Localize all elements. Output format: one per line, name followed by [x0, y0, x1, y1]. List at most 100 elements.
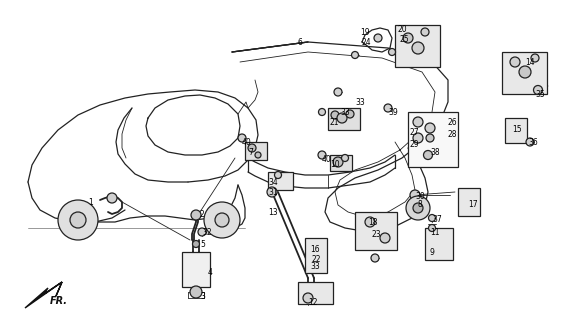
Circle shape — [365, 217, 375, 227]
Circle shape — [389, 49, 396, 55]
Circle shape — [107, 193, 117, 203]
Bar — [355, 212, 397, 250]
Text: 2: 2 — [200, 210, 205, 219]
Text: 25: 25 — [400, 35, 409, 44]
Bar — [505, 118, 527, 143]
Circle shape — [406, 196, 430, 220]
Circle shape — [403, 33, 413, 43]
Text: 7: 7 — [248, 148, 253, 157]
Circle shape — [198, 228, 206, 236]
Circle shape — [426, 134, 434, 142]
Text: 8: 8 — [418, 200, 423, 209]
Circle shape — [413, 133, 423, 143]
Circle shape — [267, 187, 277, 197]
Text: 21: 21 — [330, 118, 339, 127]
Text: 10: 10 — [330, 160, 340, 169]
Text: 20: 20 — [398, 25, 408, 34]
Text: 36: 36 — [528, 138, 538, 147]
Circle shape — [191, 210, 201, 220]
Circle shape — [425, 123, 435, 133]
Bar — [425, 228, 453, 260]
Bar — [330, 155, 352, 171]
Bar — [305, 238, 327, 273]
Circle shape — [380, 233, 390, 243]
Circle shape — [510, 57, 520, 67]
Text: 5: 5 — [200, 240, 205, 249]
Circle shape — [318, 151, 326, 159]
Text: 37: 37 — [432, 215, 442, 224]
Text: 19: 19 — [360, 28, 370, 37]
Circle shape — [204, 202, 240, 238]
Text: 16: 16 — [310, 245, 320, 254]
Circle shape — [410, 190, 420, 200]
Circle shape — [351, 52, 358, 59]
Text: 13: 13 — [268, 208, 278, 217]
Circle shape — [413, 203, 423, 213]
Text: 33: 33 — [340, 108, 350, 117]
Text: 26: 26 — [448, 118, 458, 127]
Circle shape — [371, 254, 379, 262]
Circle shape — [412, 42, 424, 54]
Text: 14: 14 — [525, 58, 535, 67]
Circle shape — [238, 134, 246, 142]
Text: 34: 34 — [268, 178, 278, 187]
Text: 31: 31 — [268, 188, 278, 197]
Text: 33: 33 — [310, 262, 320, 271]
Circle shape — [384, 104, 392, 112]
Circle shape — [193, 241, 200, 247]
Circle shape — [255, 152, 261, 158]
Text: 28: 28 — [448, 130, 458, 139]
Bar — [395, 25, 440, 67]
Circle shape — [531, 54, 539, 62]
Text: 23: 23 — [372, 230, 382, 239]
Text: 22: 22 — [312, 255, 321, 264]
Circle shape — [519, 66, 531, 78]
Text: 12: 12 — [308, 298, 317, 307]
Circle shape — [319, 108, 325, 116]
Text: 4: 4 — [208, 268, 213, 277]
Text: 24: 24 — [362, 38, 371, 47]
Text: FR.: FR. — [50, 296, 68, 306]
Circle shape — [331, 111, 339, 119]
Text: 40: 40 — [242, 138, 252, 147]
Circle shape — [337, 113, 347, 123]
Circle shape — [374, 34, 382, 42]
Bar — [298, 282, 333, 304]
Circle shape — [215, 213, 229, 227]
Text: 35: 35 — [535, 90, 545, 99]
Circle shape — [421, 28, 429, 36]
Circle shape — [334, 88, 342, 96]
Circle shape — [190, 286, 202, 298]
Circle shape — [342, 155, 348, 162]
Circle shape — [428, 225, 435, 231]
Text: 3: 3 — [200, 292, 205, 301]
Circle shape — [428, 214, 435, 221]
Bar — [268, 172, 293, 190]
Circle shape — [534, 85, 542, 94]
Polygon shape — [25, 282, 62, 308]
Text: 18: 18 — [368, 218, 378, 227]
Text: 32: 32 — [202, 228, 212, 237]
Text: 40: 40 — [322, 155, 332, 164]
Text: 6: 6 — [297, 38, 302, 47]
Bar — [245, 142, 267, 160]
Text: 17: 17 — [468, 200, 478, 209]
Text: 15: 15 — [512, 125, 522, 134]
Circle shape — [58, 200, 98, 240]
Text: 9: 9 — [430, 248, 435, 257]
Bar — [328, 108, 360, 130]
Bar — [458, 188, 480, 216]
Circle shape — [248, 144, 256, 152]
Text: 30: 30 — [415, 192, 425, 201]
Bar — [502, 52, 547, 94]
Text: 11: 11 — [430, 228, 439, 237]
Circle shape — [346, 110, 354, 118]
Circle shape — [303, 293, 313, 303]
Text: 27: 27 — [410, 128, 420, 137]
Circle shape — [333, 157, 343, 167]
Circle shape — [70, 212, 86, 228]
Circle shape — [413, 117, 423, 127]
Text: 39: 39 — [388, 108, 398, 117]
Circle shape — [274, 172, 282, 179]
Text: 1: 1 — [88, 198, 93, 207]
